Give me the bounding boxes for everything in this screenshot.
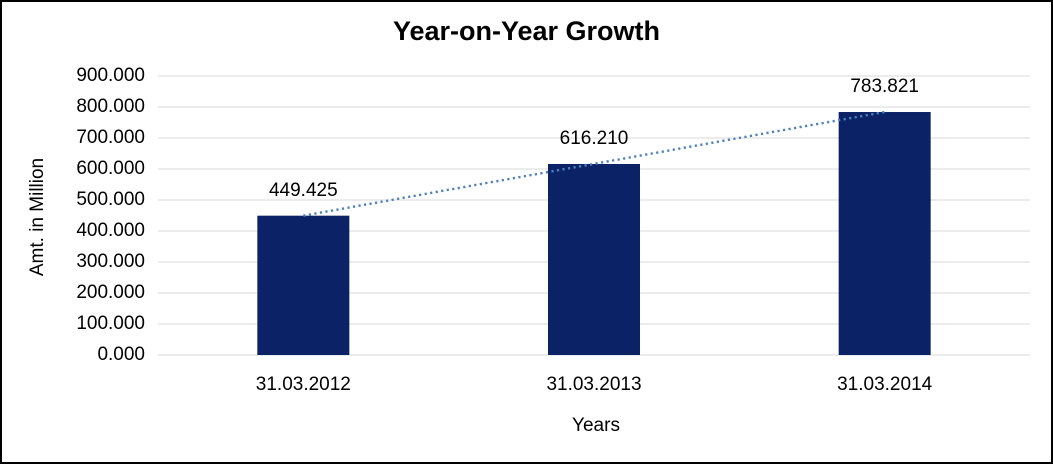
y-tick-label: 800.000	[76, 96, 145, 117]
y-tick-label: 0.000	[97, 344, 145, 365]
x-category-label: 31.03.2014	[837, 374, 933, 395]
y-axis-title: Amt. in Million	[27, 157, 48, 277]
bar	[838, 112, 931, 355]
y-tick-label: 100.000	[76, 313, 145, 334]
y-tick-label: 200.000	[76, 282, 145, 303]
bar	[548, 163, 640, 355]
y-tick-label: 500.000	[76, 189, 145, 210]
bar-data-label: 783.821	[850, 76, 919, 97]
bar-data-label: 449.425	[268, 179, 338, 201]
y-tick-label: 400.000	[76, 220, 145, 241]
bar-data-label: 616.210	[559, 127, 629, 149]
chart-title: Year-on-Year Growth	[392, 16, 661, 46]
bar	[257, 215, 350, 355]
y-tick-label: 700.000	[76, 127, 145, 148]
y-tick-label: 900.000	[76, 65, 145, 86]
y-tick-label: 600.000	[76, 158, 145, 179]
y-tick-label: 300.000	[76, 251, 145, 272]
x-axis-title: Years	[572, 415, 620, 436]
x-category-label: 31.03.2012	[255, 374, 351, 395]
x-category-label: 31.03.2013	[546, 374, 642, 395]
